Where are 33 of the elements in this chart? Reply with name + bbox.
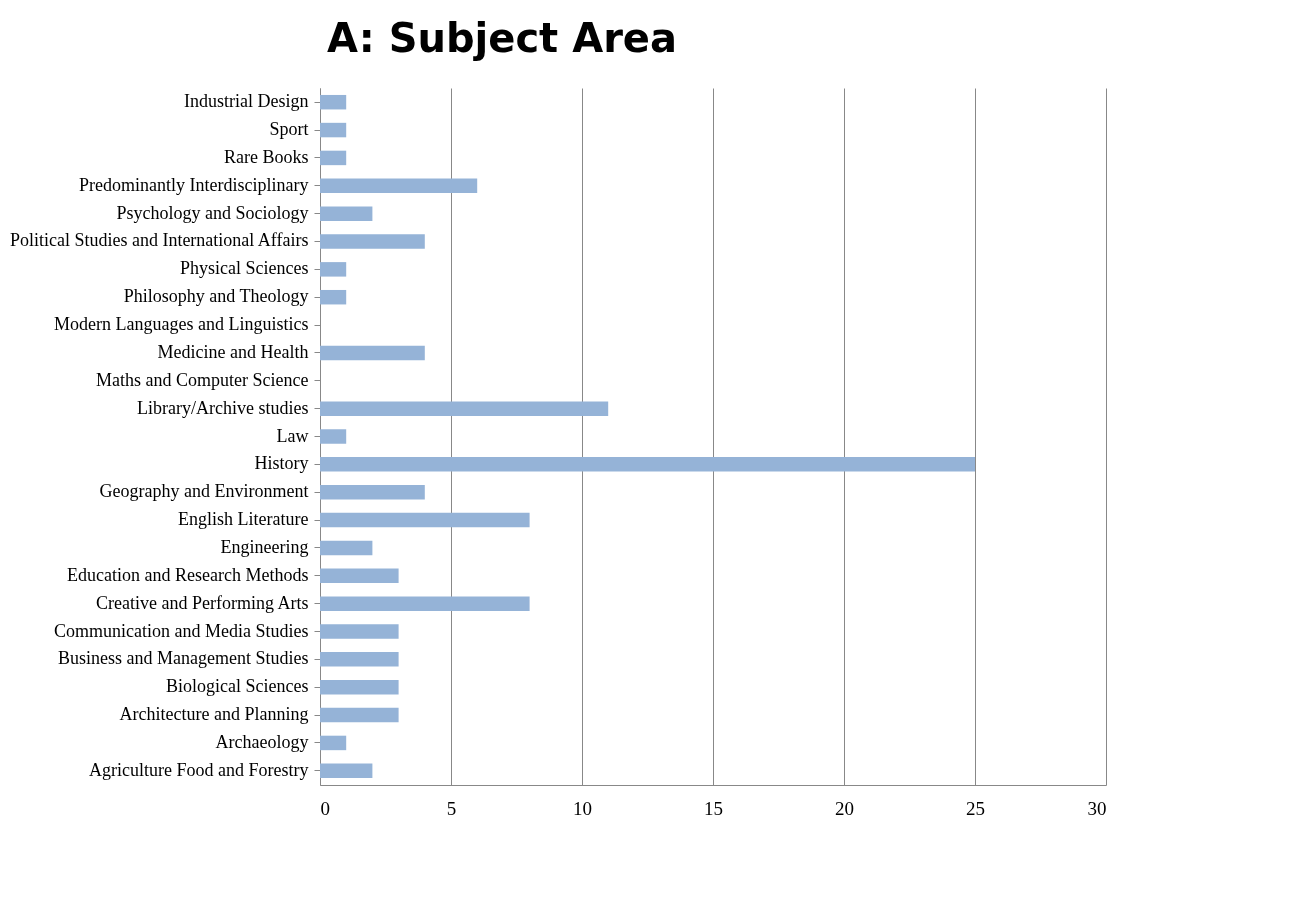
y-tick-label: Law [276,425,309,446]
y-tick-label: Biological Sciences [166,676,309,697]
y-tick-label: Education and Research Methods [67,564,309,585]
x-tick-label: 20 [835,797,854,819]
x-tick-label: 30 [1087,797,1107,819]
y-tick-label: History [254,453,309,474]
x-tick-label: 5 [446,797,457,819]
y-tick-label: Sport [269,119,309,140]
y-tick-label: English Literature [178,509,309,530]
x-tick-label: 25 [966,797,985,819]
y-tick-label: Modern Languages and Linguistics [54,314,309,335]
y-tick-label: Rare Books [224,146,309,167]
y-tick-label: Geography and Environment [99,481,309,502]
y-tick-label: Creative and Performing Arts [96,592,309,613]
y-tick-label: Predominantly Interdisciplinary [79,174,309,195]
y-tick-label: Psychology and Sociology [116,202,309,223]
x-tick-label: 10 [573,797,592,819]
y-tick-label: Philosophy and Theology [123,286,309,307]
x-tick-label: 0 [320,797,330,819]
y-tick-label: Physical Sciences [180,258,309,279]
y-tick-label: Communication and Media Studies [54,620,309,641]
y-tick-label: Maths and Computer Science [96,369,309,390]
y-tick-label: Architecture and Planning [119,704,309,725]
chart-title: A: Subject Area [327,15,677,61]
y-tick-label: Medicine and Health [157,341,309,362]
y-tick-label: Archaeology [215,731,309,752]
y-tick-label: Industrial Design [184,91,309,112]
x-tick-label: 15 [704,797,723,819]
y-tick-label: Library/Archive studies [137,397,309,418]
y-tick-label: Engineering [220,536,309,557]
y-tick-label: Business and Management Studies [58,648,309,669]
y-tick-label: Political Studies and International Affairs [9,230,309,251]
y-tick-label: Agriculture Food and Forestry [89,759,309,780]
